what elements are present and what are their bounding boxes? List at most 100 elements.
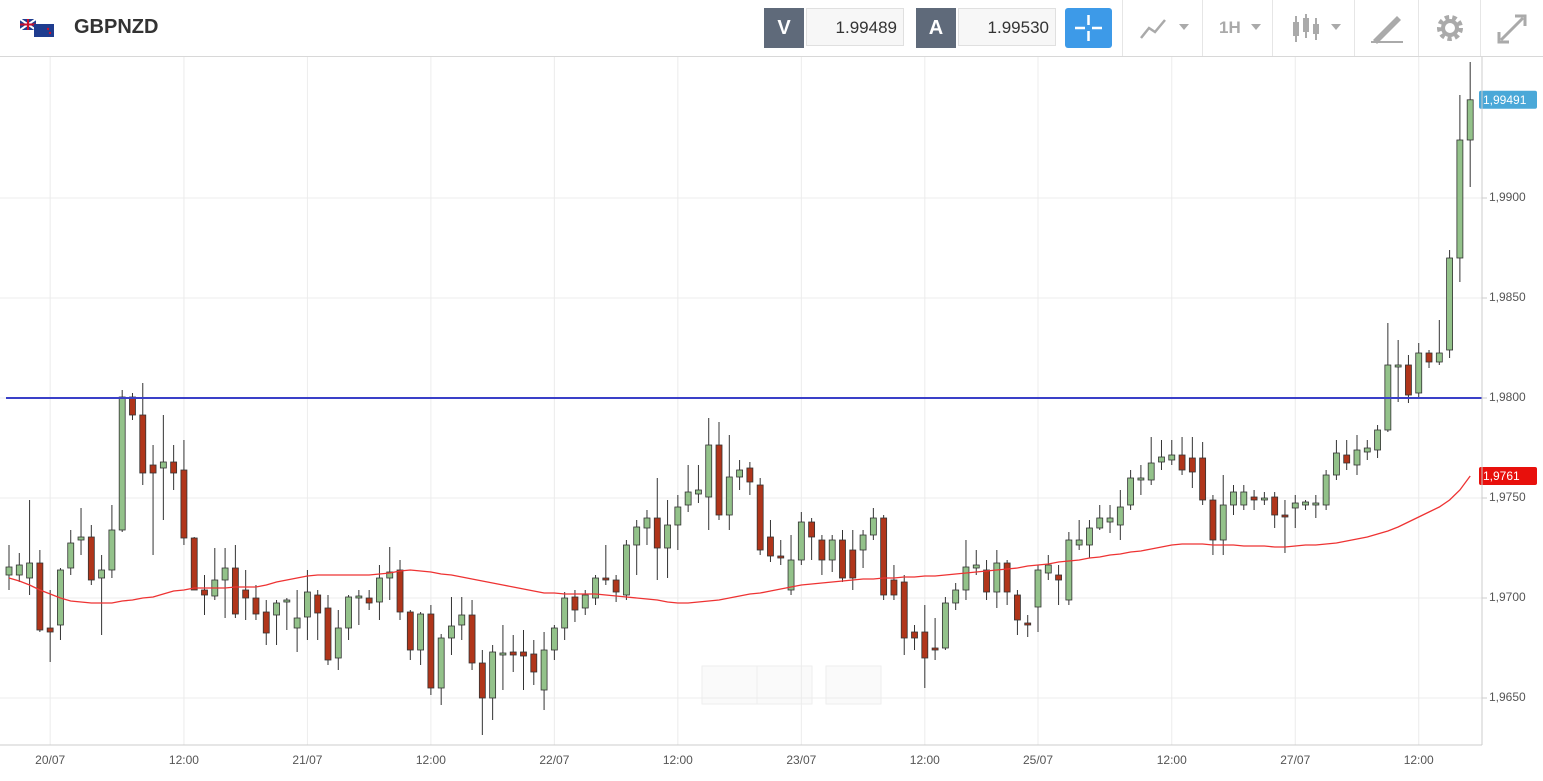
candle-body	[1075, 539, 1083, 546]
candle-body	[118, 396, 126, 531]
candle-body	[5, 566, 13, 576]
candle-body	[725, 476, 733, 516]
candle-body	[931, 647, 939, 651]
candle-body	[129, 396, 136, 416]
candle-body	[787, 559, 795, 591]
candle-body	[36, 562, 44, 631]
candle-body	[1209, 499, 1217, 541]
candle-body	[190, 537, 198, 591]
ask-label[interactable]: A	[916, 8, 956, 48]
settings-button[interactable]	[1418, 0, 1481, 56]
candle-body	[15, 564, 23, 576]
candle-body	[1240, 491, 1248, 506]
candle-body	[1343, 454, 1351, 464]
candle-body	[334, 627, 342, 659]
price-tag	[1479, 467, 1537, 485]
candle-body	[1405, 364, 1412, 396]
candle-body	[87, 536, 95, 581]
candle-body	[1044, 564, 1052, 574]
candle-body	[396, 569, 404, 613]
candle-body	[324, 607, 332, 661]
candle-body	[900, 581, 908, 639]
candle-body	[684, 491, 692, 506]
candle-body	[1096, 517, 1104, 529]
candle-body	[674, 506, 682, 526]
candle-body	[695, 489, 702, 495]
candle-body	[1353, 449, 1361, 466]
candle-body	[448, 625, 455, 639]
candle-body	[1188, 457, 1196, 473]
x-tick-label: 25/07	[1023, 753, 1053, 767]
candle-body	[1312, 502, 1320, 506]
candle-body	[26, 562, 33, 579]
y-tick-label: 1,9850	[1489, 290, 1526, 304]
candle-body	[911, 631, 918, 639]
candle-body	[777, 555, 785, 559]
y-tick-label: 1,9900	[1489, 190, 1526, 204]
timeframe-button[interactable]: 1H	[1202, 0, 1273, 56]
candle-body	[149, 464, 157, 474]
candle-body	[365, 597, 373, 604]
candle-body	[242, 589, 250, 599]
fullscreen-button[interactable]	[1480, 0, 1543, 56]
candle-body	[602, 577, 610, 581]
chart: 1,9650 1,9700 1,9750 1,9800 1,9850 1,9900 20/0…	[0, 57, 1537, 767]
candle-body	[283, 599, 291, 603]
candle-body	[962, 566, 970, 591]
x-tick-label: 21/07	[292, 753, 322, 767]
x-tick-label: 12:00	[663, 753, 693, 767]
candle-body	[458, 614, 466, 626]
flag-icon	[20, 19, 54, 37]
candle-body	[828, 539, 836, 561]
candle-body	[530, 653, 538, 673]
draw-button[interactable]	[1354, 0, 1419, 56]
y-tick-label: 1,9700	[1489, 590, 1526, 604]
candle-body	[273, 602, 280, 616]
candle-body	[1003, 562, 1011, 593]
ask-price[interactable]: 1.99530	[958, 8, 1056, 46]
price-tag	[1479, 90, 1537, 109]
candle-body	[67, 542, 75, 569]
x-tick-label: 22/07	[539, 753, 569, 767]
candle-body	[427, 613, 435, 689]
price-tag-label: 1,9761	[1483, 469, 1520, 483]
candle-body	[818, 539, 826, 561]
price-tag-label: 1,99491	[1483, 93, 1527, 107]
x-tick-label: 27/07	[1280, 753, 1310, 767]
candle-body	[46, 627, 54, 633]
candle-body	[406, 611, 414, 651]
candle-body	[1415, 352, 1423, 394]
candle-body	[550, 627, 558, 651]
candle-body	[623, 544, 630, 596]
crosshair-button[interactable]	[1065, 8, 1112, 48]
bid-price[interactable]: 1.99489	[806, 8, 904, 46]
candle-body	[1147, 462, 1155, 481]
candle-body	[417, 613, 425, 651]
candle-body	[1219, 504, 1227, 541]
x-tick-label: 12:00	[416, 753, 446, 767]
candle-body	[1456, 139, 1464, 259]
candle-body	[643, 517, 651, 529]
candle-body	[859, 534, 867, 551]
candle-body	[1446, 257, 1453, 351]
candle-body	[201, 589, 208, 596]
candle-body	[221, 567, 229, 581]
candle-body	[231, 567, 239, 615]
bid-label[interactable]: V	[764, 8, 804, 48]
symbol: GBPNZD	[74, 16, 159, 38]
candle-body	[808, 521, 816, 538]
candle-body	[1374, 429, 1381, 451]
candle-style-button[interactable]	[1272, 0, 1355, 56]
candle-body	[1055, 574, 1062, 581]
candle-body	[499, 652, 507, 656]
timeframe[interactable]: 1H	[1219, 18, 1241, 37]
candle-body	[941, 602, 949, 649]
x-tick-label: 20/07	[35, 753, 65, 767]
candle-body	[921, 631, 929, 659]
candle-body	[437, 637, 445, 689]
chart-type-button[interactable]	[1122, 0, 1203, 56]
candle-body	[170, 461, 178, 474]
candle-body	[890, 579, 898, 596]
toolbar: GBPNZD V 1.99489 A 1.99530 1H	[0, 0, 1543, 57]
candle-body	[1086, 527, 1093, 546]
